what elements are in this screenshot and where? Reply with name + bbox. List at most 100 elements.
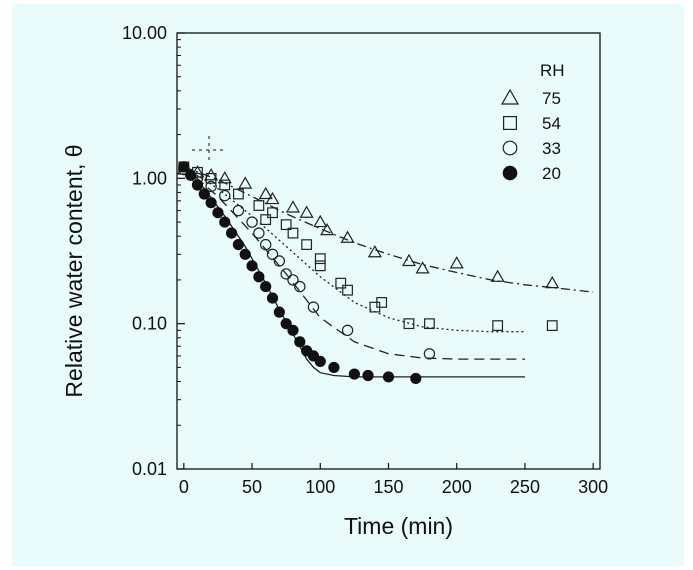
data-point-rh-20 — [266, 292, 279, 304]
data-point-rh-33 — [423, 348, 436, 360]
data-point-rh-54 — [335, 277, 347, 289]
data-point-rh-75 — [285, 200, 301, 213]
data-point-rh-75 — [545, 275, 560, 289]
legend-marker-rh-54 — [503, 115, 518, 130]
legend-label-rh-20: 20 — [542, 164, 561, 183]
data-point-rh-20 — [280, 318, 292, 330]
y-axis-title: Relative water content, θ — [61, 144, 87, 397]
legend-marker-rh-20 — [502, 165, 518, 181]
legend-label-rh-54: 54 — [542, 114, 561, 133]
data-point-rh-33 — [307, 301, 320, 313]
chart-svg: 0 50 100 150 200 250 300 0.01 0.10 1.00 10.00 Time … — [61, 23, 608, 539]
data-point-rh-54 — [267, 207, 278, 219]
fit-line-rh-75 — [183, 166, 594, 293]
data-point-rh-20 — [253, 271, 265, 283]
data-point-rh-54 — [492, 320, 504, 331]
x-tick-label: 0 — [179, 477, 189, 497]
x-tick-label: 150 — [373, 477, 403, 497]
data-point-rh-75 — [367, 245, 382, 258]
data-point-rh-54 — [253, 200, 265, 211]
data-point-rh-33 — [253, 227, 265, 239]
data-point-rh-33 — [266, 248, 279, 261]
data-point-rh-20 — [348, 368, 360, 380]
data-point-rh-20 — [232, 238, 245, 251]
data-point-rh-33 — [259, 238, 272, 251]
data-point-rh-20 — [410, 372, 422, 385]
data-point-rh-54 — [280, 219, 292, 231]
data-point-rh-33 — [219, 189, 231, 202]
data-point-rh-75 — [490, 269, 505, 282]
data-point-rh-20 — [212, 207, 224, 219]
x-tick-label: 200 — [442, 477, 472, 497]
data-point-rh-33 — [273, 255, 286, 267]
legend-marker-rh-33 — [502, 140, 518, 156]
x-tick-label: 100 — [305, 477, 335, 497]
data-point-rh-33 — [232, 204, 245, 217]
fit-line-rh-54 — [183, 166, 525, 333]
data-point-rh-20 — [314, 355, 326, 368]
y-tick-label: 1.00 — [132, 168, 167, 188]
data-point-rh-54 — [403, 318, 415, 330]
fit-line-rh-33 — [183, 166, 525, 360]
data-point-rh-75 — [320, 222, 335, 236]
plot-area-border — [176, 32, 601, 470]
data-point-rh-20 — [260, 280, 272, 293]
x-tick-label: 250 — [510, 477, 540, 497]
data-point-rh-54 — [424, 318, 435, 330]
data-point-rh-20 — [185, 169, 197, 181]
y-tick-label: 0.10 — [132, 314, 167, 334]
data-point-rh-20 — [382, 371, 395, 383]
data-point-rh-54 — [287, 227, 299, 239]
data-point-rh-54 — [342, 284, 353, 296]
x-axis-title: Time (min) — [344, 513, 453, 539]
data-point-rh-20 — [273, 306, 285, 318]
data-point-rh-54 — [376, 297, 388, 308]
data-point-rh-75 — [449, 256, 464, 269]
x-tick-label: 300 — [578, 477, 608, 497]
data-point-rh-75 — [258, 186, 273, 200]
data-point-rh-20 — [287, 324, 299, 336]
data-point-rh-20 — [225, 227, 238, 239]
legend-marker-rh-75 — [500, 88, 520, 105]
data-point-rh-20 — [205, 197, 217, 209]
data-point-rh-75 — [299, 205, 314, 218]
x-tick-label: 50 — [242, 477, 262, 497]
data-point-rh-33 — [341, 324, 354, 337]
y-tick-label: 10.00 — [122, 23, 167, 43]
data-point-rh-20 — [178, 161, 190, 173]
data-point-rh-75 — [401, 253, 417, 267]
data-point-rh-54 — [205, 172, 217, 184]
data-point-rh-75 — [313, 214, 328, 228]
data-point-rh-54 — [301, 239, 313, 250]
data-point-rh-33 — [280, 268, 292, 280]
data-point-rh-20 — [219, 216, 231, 228]
data-point-rh-75 — [415, 261, 430, 274]
data-point-rh-54 — [314, 253, 326, 265]
data-point-rh-54 — [233, 188, 244, 200]
data-point-rh-33 — [246, 216, 258, 228]
data-point-rh-20 — [362, 369, 374, 382]
data-point-rh-20 — [246, 260, 258, 272]
data-point-rh-54 — [219, 179, 231, 191]
data-point-rh-75 — [265, 191, 280, 205]
data-point-rh-33 — [287, 274, 299, 286]
data-point-rh-20 — [191, 179, 204, 191]
data-point-rh-54 — [260, 214, 272, 226]
data-point-rh-75 — [340, 230, 355, 243]
data-point-rh-20 — [328, 361, 340, 374]
legend-label-rh-75: 75 — [542, 89, 561, 108]
data-point-rh-20 — [239, 248, 251, 260]
data-point-rh-75 — [217, 171, 232, 184]
data-point-rh-54 — [546, 320, 558, 331]
chart-frame: 0 50 100 150 200 250 300 0.01 0.10 1.00 10.00 Time … — [12, 4, 684, 566]
data-point-rh-20 — [198, 188, 210, 200]
data-point-rh-20 — [294, 336, 306, 348]
legend-title: RH — [540, 61, 565, 80]
data-point-rh-75 — [238, 176, 253, 189]
data-point-rh-75 — [204, 168, 219, 181]
y-tick-label: 0.01 — [132, 459, 167, 479]
data-point-rh-54 — [314, 260, 326, 272]
data-point-rh-33 — [294, 280, 306, 293]
data-point-rh-33 — [205, 180, 217, 193]
plot-layer: 0 50 100 150 200 250 300 0.01 0.10 1.00 10.00 Time … — [61, 23, 608, 539]
